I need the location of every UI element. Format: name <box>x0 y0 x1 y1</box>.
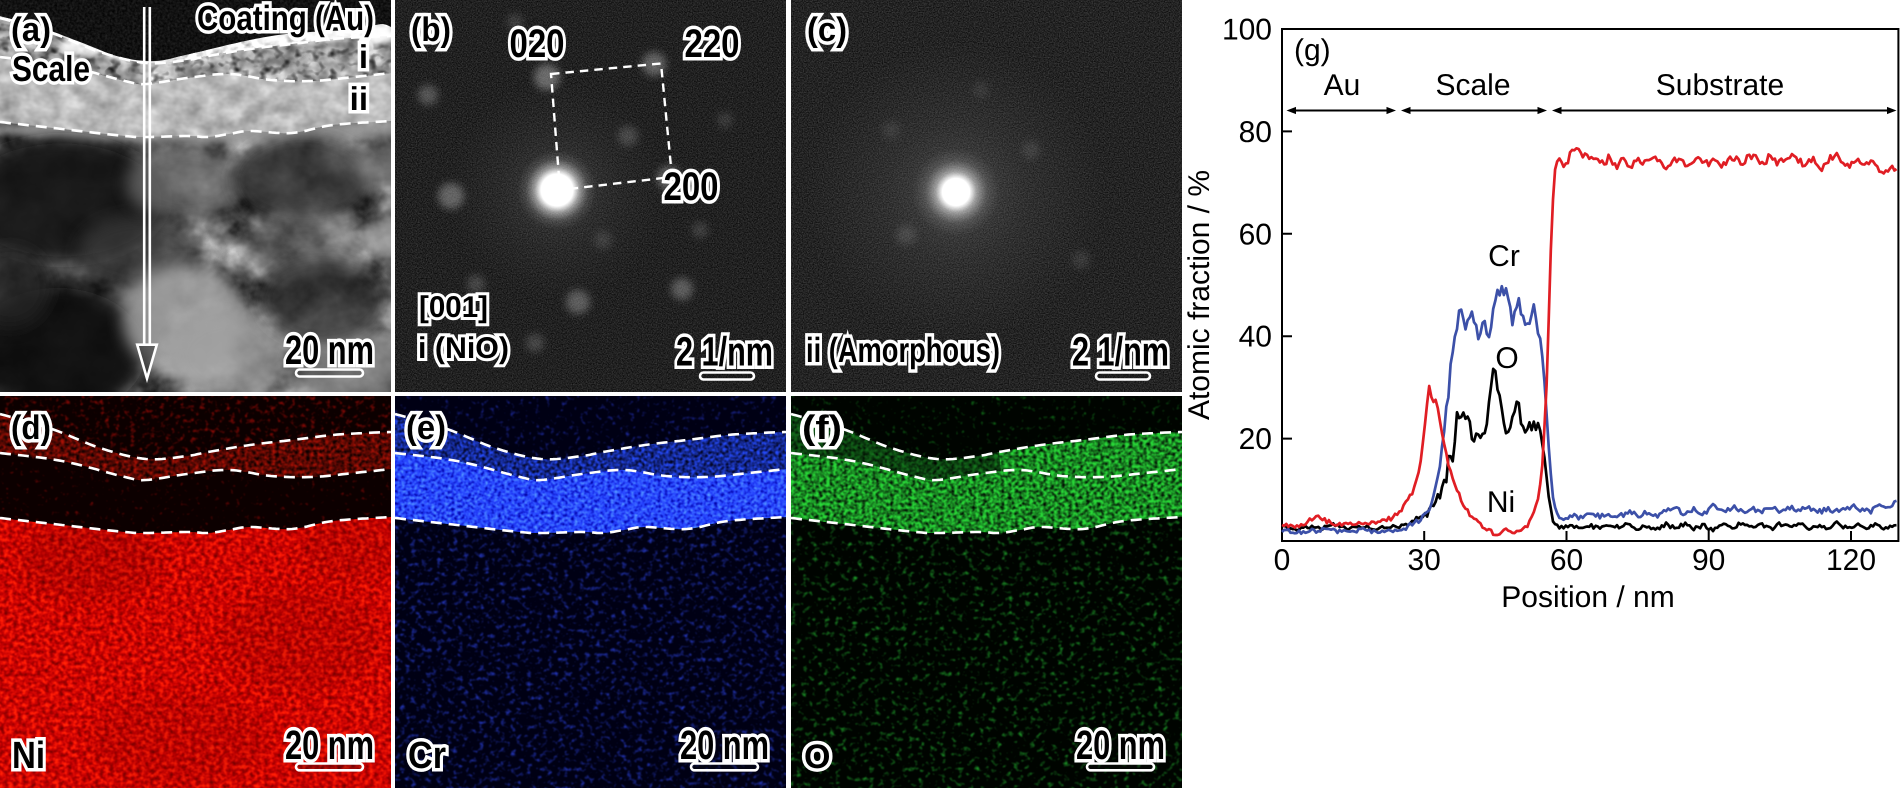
svg-text:i (NiO): i (NiO) <box>418 332 509 365</box>
svg-text:90: 90 <box>1692 544 1725 577</box>
svg-text:Substrate: Substrate <box>1656 69 1784 102</box>
svg-text:i: i <box>359 38 368 75</box>
svg-text:(d): (d) <box>11 409 51 447</box>
svg-text:20 nm: 20 nm <box>285 722 374 768</box>
svg-text:60: 60 <box>1239 218 1272 251</box>
svg-text:Atomic fraction / %: Atomic fraction / % <box>1183 170 1216 420</box>
svg-text:2 1/nm: 2 1/nm <box>1072 329 1169 375</box>
svg-text:Scale: Scale <box>1435 69 1510 102</box>
svg-text:Ni: Ni <box>12 735 45 777</box>
svg-text:O: O <box>804 738 830 776</box>
svg-text:(g): (g) <box>1294 34 1331 67</box>
svg-text:Au: Au <box>1324 69 1361 102</box>
svg-text:(b): (b) <box>411 11 451 49</box>
svg-text:Cr: Cr <box>1488 240 1520 273</box>
svg-text:30: 30 <box>1408 544 1441 577</box>
svg-text:20 nm: 20 nm <box>1076 722 1165 768</box>
svg-text:(c): (c) <box>807 11 847 49</box>
svg-text:ii: ii <box>350 80 368 117</box>
svg-text:0: 0 <box>1274 544 1291 577</box>
svg-text:ii (Amorphous): ii (Amorphous) <box>806 331 1000 370</box>
svg-text:(e): (e) <box>406 409 446 447</box>
svg-text:Scale: Scale <box>12 48 90 89</box>
svg-text:2 1/nm: 2 1/nm <box>676 329 773 375</box>
svg-text:Coating (Au): Coating (Au) <box>197 0 374 38</box>
svg-text:100: 100 <box>1222 14 1272 47</box>
svg-text:20 nm: 20 nm <box>680 722 769 768</box>
svg-text:80: 80 <box>1239 116 1272 149</box>
svg-text:Position / nm: Position / nm <box>1501 581 1674 614</box>
svg-text:120: 120 <box>1826 544 1876 577</box>
svg-text:(a): (a) <box>11 11 51 49</box>
svg-text:60: 60 <box>1550 544 1583 577</box>
svg-text:[001]: [001] <box>419 291 488 324</box>
svg-text:020: 020 <box>510 22 565 66</box>
svg-text:(f): (f) <box>802 409 842 447</box>
svg-text:Cr: Cr <box>408 735 446 777</box>
svg-text:200: 200 <box>664 165 719 209</box>
svg-text:20 nm: 20 nm <box>285 327 374 373</box>
svg-text:O: O <box>1495 342 1518 375</box>
svg-text:Ni: Ni <box>1487 486 1515 519</box>
svg-text:20: 20 <box>1239 423 1272 456</box>
svg-text:40: 40 <box>1239 321 1272 354</box>
svg-text:220: 220 <box>685 22 740 66</box>
